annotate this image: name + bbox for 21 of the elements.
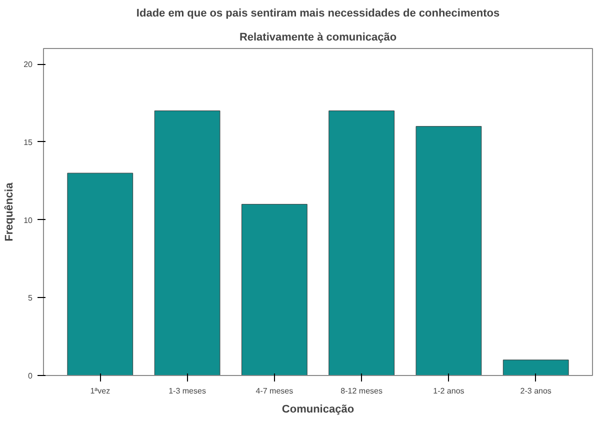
chart-title: Idade em que os pais sentiram mais necessidades de conhecimentos: [136, 8, 500, 20]
chart-subtitle: Relativamente à comunicação: [239, 32, 397, 44]
x-tick-label: 4-7 meses: [256, 386, 294, 396]
x-tick-label: 8-12 meses: [340, 386, 382, 396]
y-tick-label: 0: [28, 372, 34, 380]
y-tick-label: 5: [28, 294, 34, 303]
y-tick-label: 10: [24, 216, 34, 225]
y-tick-label: 20: [24, 60, 34, 70]
bar: [502, 360, 569, 376]
y-axis-title: Frequência: [4, 182, 16, 242]
x-tick-label: 1ªvez: [90, 386, 110, 396]
bar: [67, 172, 134, 376]
x-tick-label: 1-3 meses: [168, 386, 206, 396]
bar: [328, 110, 394, 376]
bar: [416, 126, 482, 376]
x-axis-title: Comunicação: [282, 404, 354, 416]
x-tick-label: 1-2 anos: [433, 386, 464, 396]
x-tick-label: 2-3 anos: [520, 386, 552, 396]
bar: [242, 204, 308, 376]
bar: [154, 110, 220, 376]
y-tick-label: 15: [24, 138, 34, 147]
